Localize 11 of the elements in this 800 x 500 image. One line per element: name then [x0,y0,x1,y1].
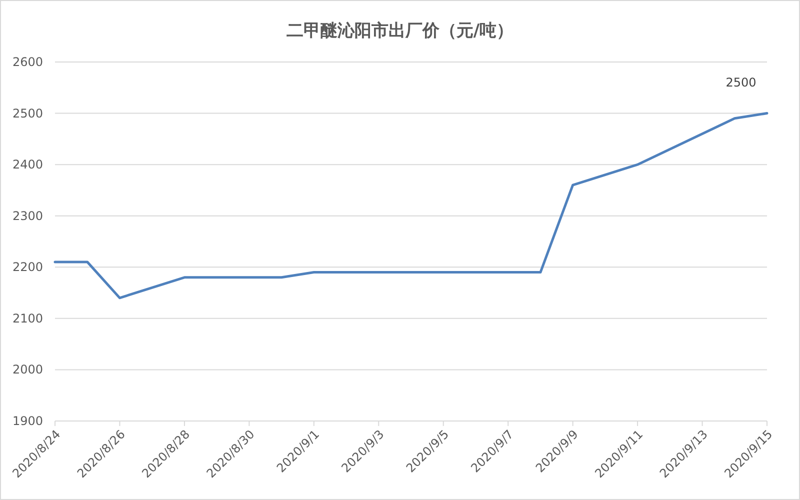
y-tick-label: 2100 [12,311,43,326]
y-tick-label: 2400 [12,158,43,172]
y-tick-label: 1900 [12,414,43,428]
y-tick-label: 2500 [12,106,43,120]
chart-title: 二甲醚沁阳市出厂价（元/吨） [286,21,514,41]
y-tick-label: 2300 [12,208,43,223]
y-tick-label: 2200 [12,260,43,274]
y-tick-label: 2600 [12,55,43,69]
y-tick-label: 2000 [12,362,43,377]
line-series [54,112,768,300]
data-label: 2500 [726,75,756,90]
